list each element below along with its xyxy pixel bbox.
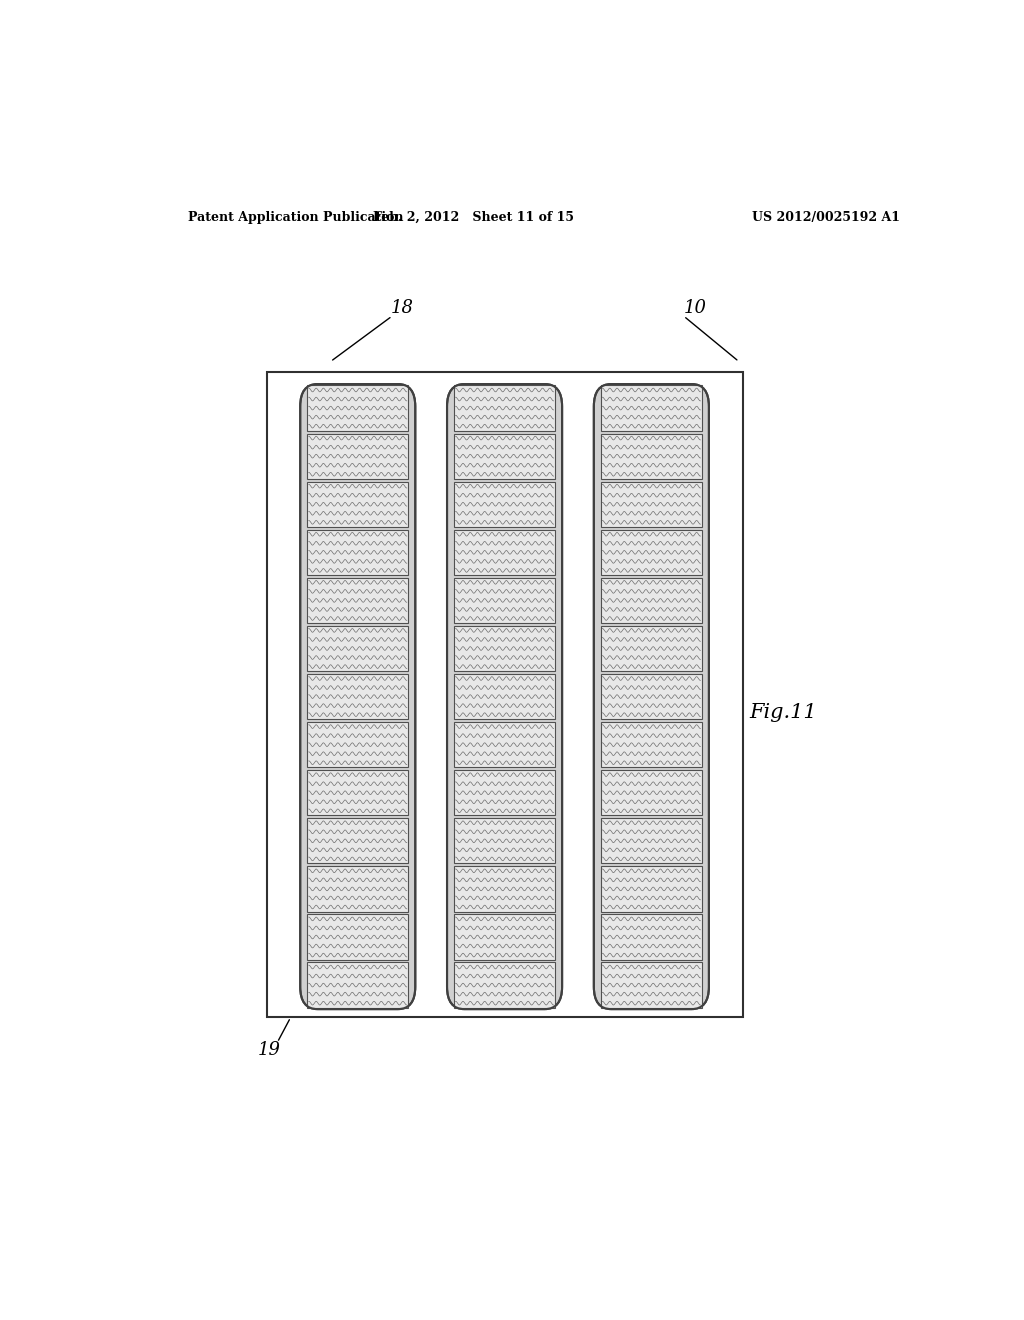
Bar (307, 578, 409, 623)
Text: Feb. 2, 2012   Sheet 11 of 15: Feb. 2, 2012 Sheet 11 of 15 (373, 211, 573, 224)
Bar (454, 722, 555, 767)
Bar (307, 482, 409, 527)
Bar (601, 578, 702, 623)
Bar (307, 962, 409, 1007)
Bar (601, 915, 702, 960)
Bar (454, 385, 555, 430)
Bar (601, 770, 702, 816)
Bar (454, 675, 555, 719)
Text: US 2012/0025192 A1: US 2012/0025192 A1 (753, 211, 900, 224)
Bar (601, 962, 702, 1007)
Bar (307, 866, 409, 912)
FancyBboxPatch shape (267, 372, 743, 1018)
Bar (307, 626, 409, 671)
Bar (307, 433, 409, 479)
Bar (454, 770, 555, 816)
Bar (454, 529, 555, 576)
Bar (307, 722, 409, 767)
Bar (601, 818, 702, 863)
Bar (307, 385, 409, 430)
Bar (454, 482, 555, 527)
Bar (601, 675, 702, 719)
FancyBboxPatch shape (594, 384, 709, 1008)
Bar (307, 529, 409, 576)
Text: 19: 19 (258, 1040, 281, 1059)
Bar (454, 433, 555, 479)
Bar (307, 675, 409, 719)
FancyBboxPatch shape (300, 384, 416, 1008)
Text: 10: 10 (684, 298, 707, 317)
Bar (454, 818, 555, 863)
FancyBboxPatch shape (447, 384, 562, 1008)
Bar (307, 770, 409, 816)
Text: Patent Application Publication: Patent Application Publication (187, 211, 403, 224)
Text: Fig.11: Fig.11 (749, 702, 816, 722)
Bar (454, 578, 555, 623)
Bar (454, 626, 555, 671)
Bar (601, 529, 702, 576)
Bar (454, 915, 555, 960)
Bar (307, 818, 409, 863)
Bar (601, 626, 702, 671)
Bar (601, 385, 702, 430)
Text: 18: 18 (390, 298, 414, 317)
Bar (601, 482, 702, 527)
Bar (454, 962, 555, 1007)
Bar (454, 866, 555, 912)
Bar (601, 866, 702, 912)
Bar (307, 915, 409, 960)
Bar (601, 433, 702, 479)
Bar (601, 722, 702, 767)
